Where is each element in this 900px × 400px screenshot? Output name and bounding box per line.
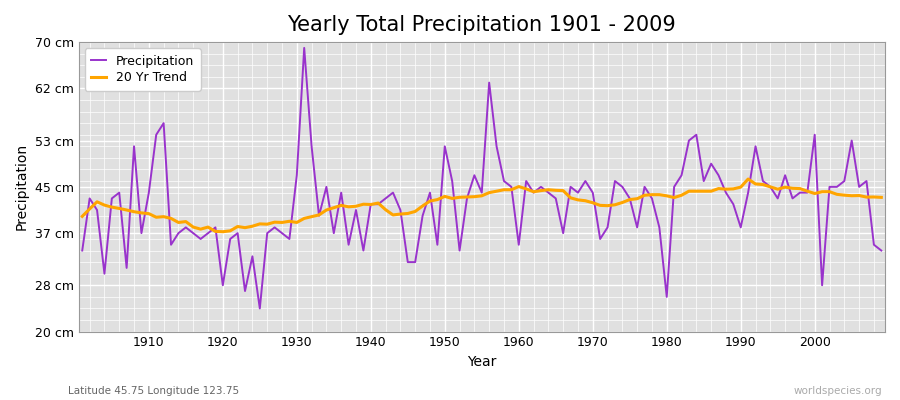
20 Yr Trend (218, 229, 229, 234)
Precipitation (521, 179, 532, 184)
Precipitation (313, 213, 324, 218)
20 Yr Trend (742, 177, 753, 182)
20 Yr Trend (609, 202, 620, 207)
20 Yr Trend (513, 184, 524, 189)
Line: Precipitation: Precipitation (82, 48, 881, 308)
Precipitation (616, 184, 627, 189)
Precipitation (136, 231, 147, 236)
X-axis label: Year: Year (467, 355, 497, 369)
Line: 20 Yr Trend: 20 Yr Trend (82, 179, 881, 232)
Precipitation (876, 248, 886, 253)
Legend: Precipitation, 20 Yr Trend: Precipitation, 20 Yr Trend (85, 48, 201, 91)
Precipitation (358, 248, 369, 253)
Y-axis label: Precipitation: Precipitation (15, 143, 29, 230)
20 Yr Trend (876, 195, 886, 200)
Precipitation (528, 190, 539, 195)
Precipitation (255, 306, 266, 311)
20 Yr Trend (306, 214, 317, 219)
Precipitation (299, 46, 310, 50)
20 Yr Trend (351, 204, 362, 209)
20 Yr Trend (521, 186, 532, 191)
Title: Yearly Total Precipitation 1901 - 2009: Yearly Total Precipitation 1901 - 2009 (287, 15, 676, 35)
Precipitation (76, 248, 87, 253)
Text: worldspecies.org: worldspecies.org (794, 386, 882, 396)
20 Yr Trend (136, 210, 147, 215)
20 Yr Trend (76, 214, 87, 219)
Text: Latitude 45.75 Longitude 123.75: Latitude 45.75 Longitude 123.75 (68, 386, 238, 396)
